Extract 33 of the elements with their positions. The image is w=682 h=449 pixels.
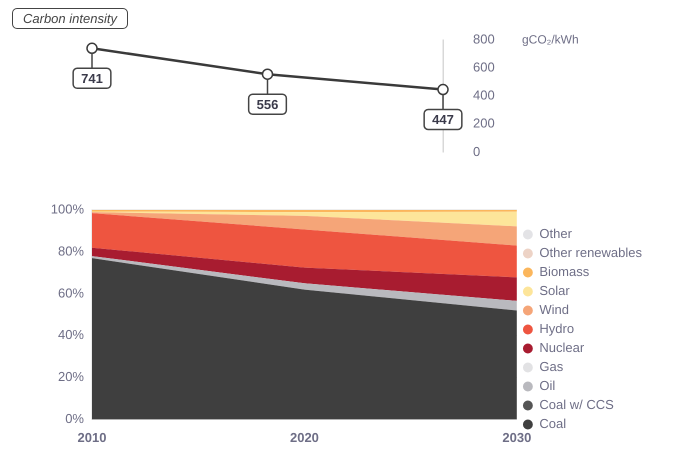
y-tick-label: 60% xyxy=(58,285,84,300)
y-tick-label: 800 xyxy=(473,32,495,47)
legend-label: Wind xyxy=(539,302,570,318)
legend-label: Solar xyxy=(539,283,570,298)
chart-title: Carbon intensity xyxy=(12,8,128,29)
legend-label: Coal w/ CCS xyxy=(539,397,614,412)
y-tick-label: 20% xyxy=(58,369,84,384)
x-tick-label: 2030 xyxy=(502,430,532,445)
point xyxy=(262,68,274,80)
legend-label: Other renewables xyxy=(539,245,642,260)
y-tick-label: 80% xyxy=(58,243,84,258)
y-tick-label: 100% xyxy=(50,202,84,217)
data-label: 741 xyxy=(81,70,103,86)
y-tick-label: 0 xyxy=(473,144,480,159)
point xyxy=(437,84,449,96)
legend-label: Nuclear xyxy=(539,340,585,356)
legend-label: Gas xyxy=(539,359,564,374)
point xyxy=(86,42,98,54)
legend-label: Oil xyxy=(539,378,556,394)
legend-label: Other xyxy=(539,226,573,242)
x-tick-label: 2010 xyxy=(78,430,106,445)
legend-label: Hydro xyxy=(539,321,574,336)
y-tick-label: 0% xyxy=(65,410,84,426)
legend-label: Coal xyxy=(539,416,566,432)
data-label: 447 xyxy=(432,112,454,128)
x-tick-label: 2020 xyxy=(290,430,319,445)
legend-label: Biomass xyxy=(539,264,590,280)
y-tick-label: 400 xyxy=(473,88,495,103)
y-tick-label: 40% xyxy=(58,327,84,342)
y-tick-label: 600 xyxy=(473,60,495,75)
data-label: 556 xyxy=(256,96,278,112)
y-axis-title: gCO₂/kWh xyxy=(522,32,579,46)
y-tick-label: 200 xyxy=(473,116,495,131)
